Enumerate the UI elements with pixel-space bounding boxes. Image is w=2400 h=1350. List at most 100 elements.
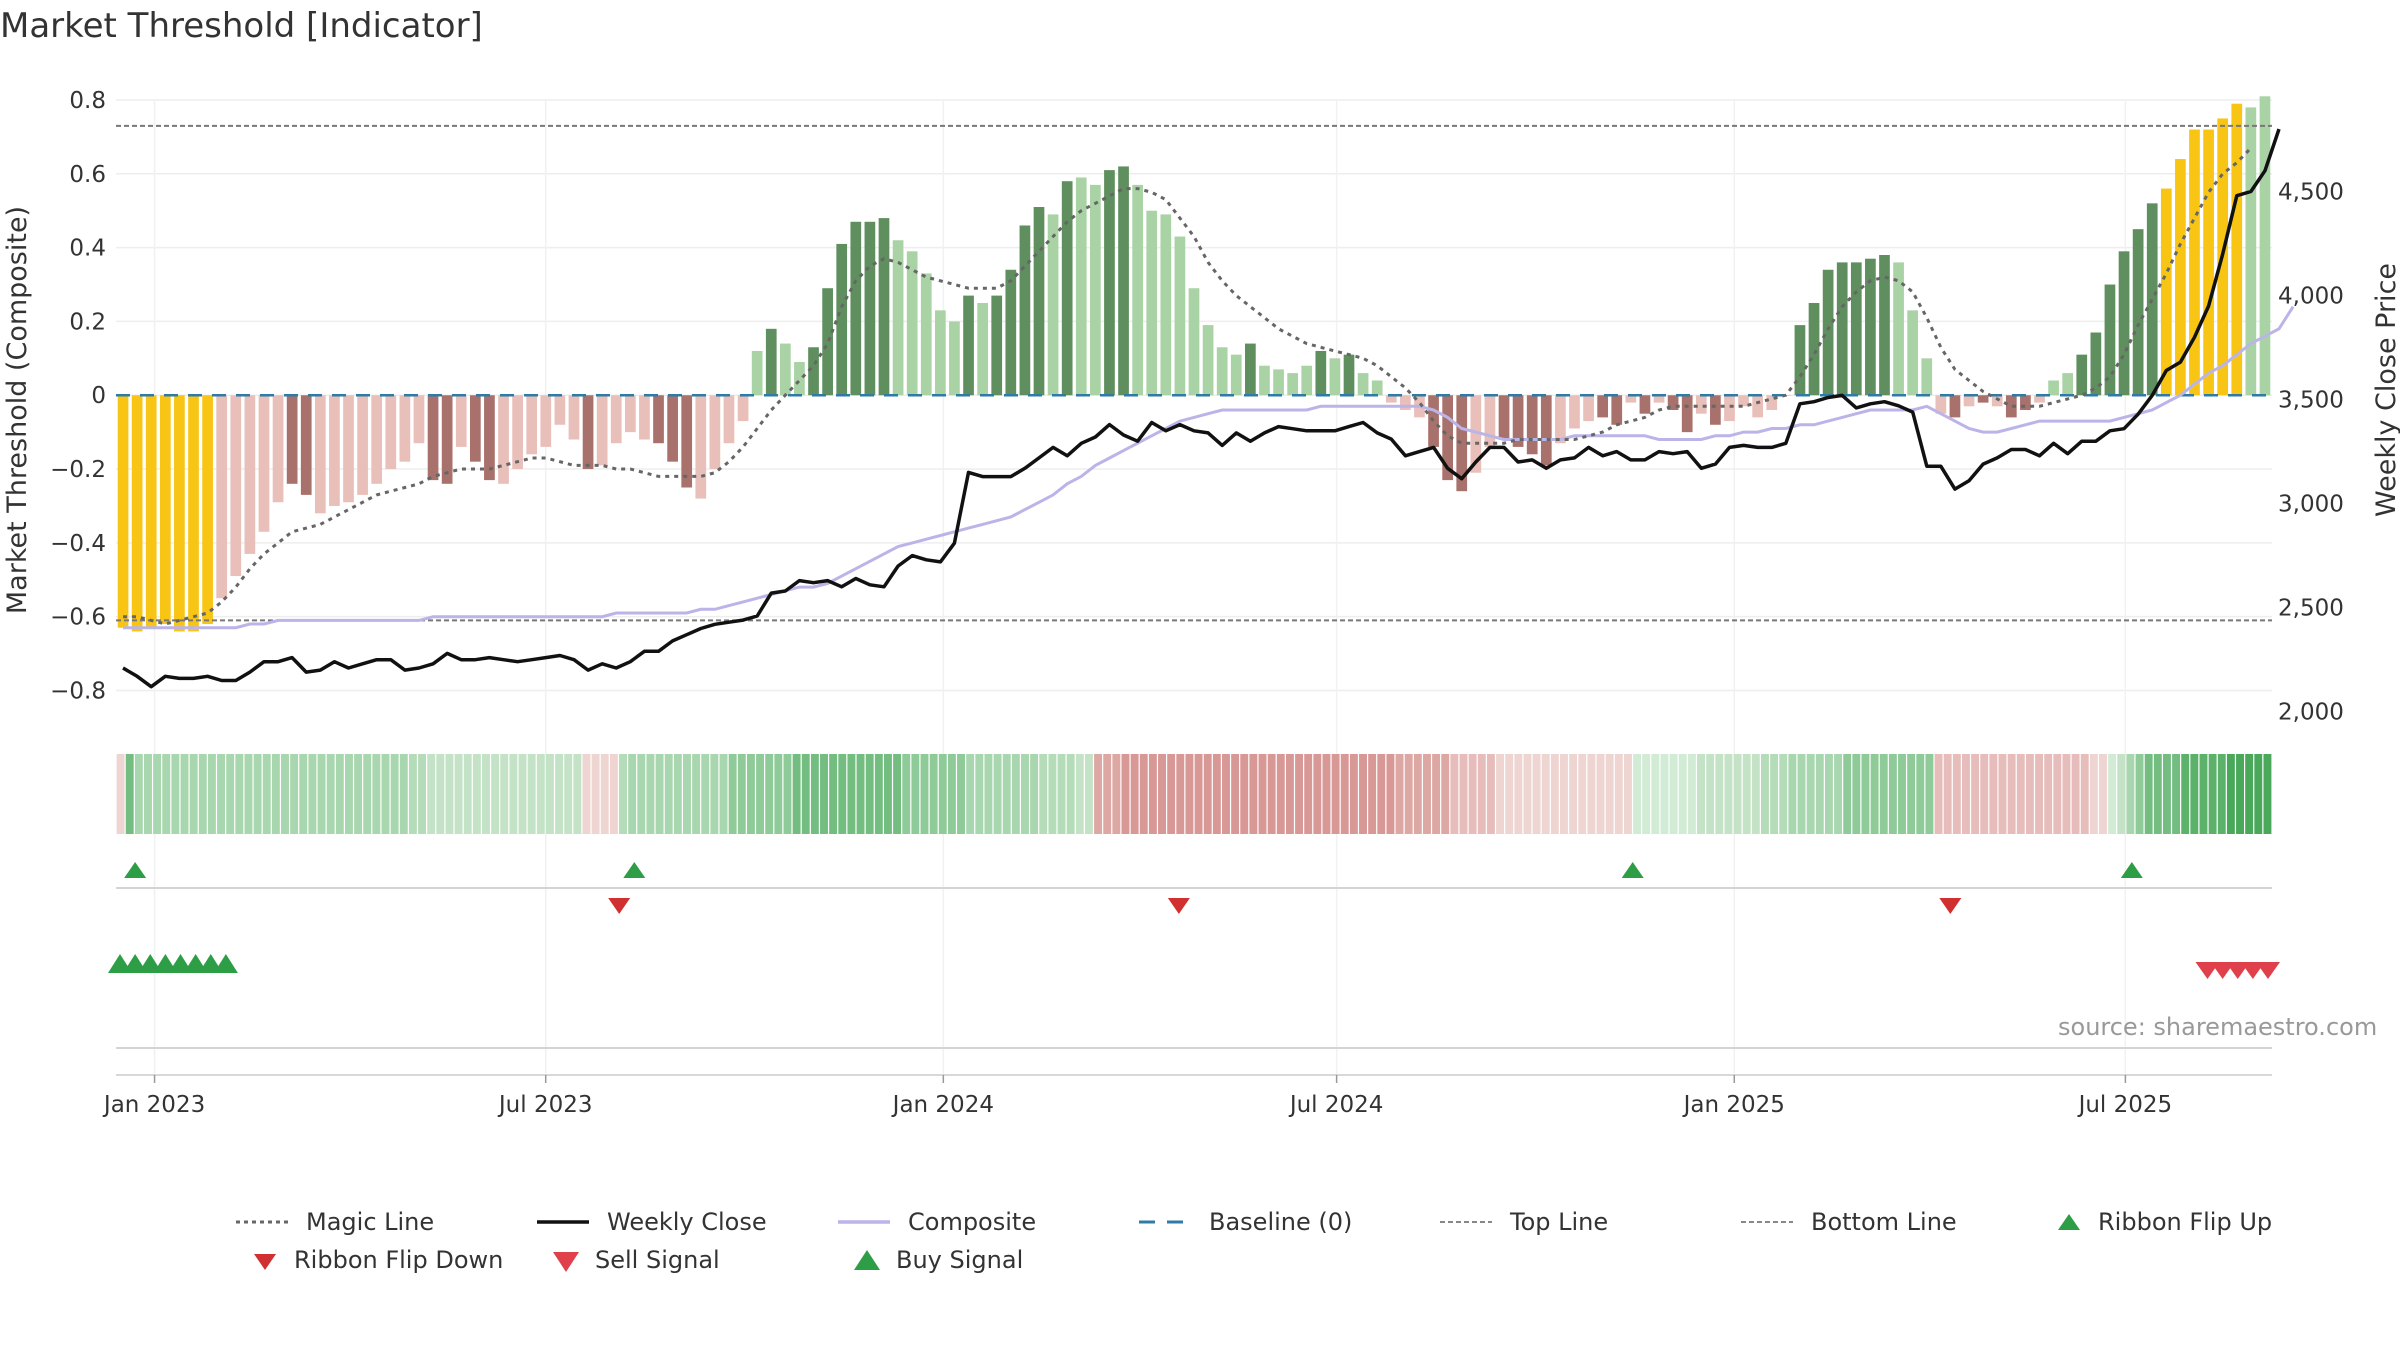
ribbon-cell <box>217 754 226 834</box>
threshold-bar <box>2062 373 2074 396</box>
legend-label-close: Weekly Close <box>607 1208 767 1236</box>
threshold-bar <box>1540 395 1552 466</box>
threshold-bar <box>639 395 650 440</box>
threshold-bar <box>653 395 664 444</box>
ribbon-cell <box>1742 754 1751 834</box>
ribbon-cell <box>472 754 481 834</box>
ribbon-cell <box>1916 754 1925 834</box>
triangle-down-icon <box>254 1254 276 1270</box>
ribbon-cell <box>271 754 280 834</box>
ribbon-cell <box>564 754 573 834</box>
ribbon-cell <box>1523 754 1532 834</box>
x-tick-label: Jan 2025 <box>1682 1092 1785 1118</box>
threshold-bar <box>864 221 876 396</box>
ribbon-cell <box>1587 754 1596 834</box>
threshold-bar <box>216 395 228 599</box>
sell-signal-marker <box>2256 962 2280 979</box>
x-tick-label: Jul 2025 <box>2077 1092 2173 1118</box>
ribbon-cell <box>1550 754 1559 834</box>
ribbon-cell <box>1413 754 1422 834</box>
triangle-up-icon <box>854 1250 880 1270</box>
ribbon-cell <box>1148 754 1157 834</box>
magic-line <box>123 146 2252 626</box>
threshold-bar <box>2090 332 2102 396</box>
ribbon-cell <box>2153 754 2162 834</box>
ribbon-cell <box>1176 754 1185 834</box>
threshold-bar <box>794 362 805 396</box>
legend-label-composite: Composite <box>908 1208 1037 1236</box>
threshold-bar <box>1963 395 1975 407</box>
ribbon-cell <box>2080 754 2089 834</box>
threshold-bar <box>1991 395 2003 407</box>
threshold-bar <box>1752 395 1764 418</box>
legend-item-baseline: Baseline (0) <box>1135 1208 1352 1236</box>
ribbon-cell <box>1788 754 1797 834</box>
ribbon-cell <box>1989 754 1998 834</box>
ribbon-cell <box>491 754 500 834</box>
ribbon-cell <box>1834 754 1843 834</box>
threshold-bar <box>371 395 383 484</box>
ribbon-cell <box>445 754 454 834</box>
threshold-bar <box>1456 395 1468 492</box>
threshold-bar <box>779 343 791 396</box>
threshold-bar <box>1808 302 1820 396</box>
ribbon-cell <box>463 754 472 834</box>
threshold-bar <box>737 395 749 422</box>
x-tick-label: Jan 2024 <box>891 1092 994 1118</box>
ribbon-cell <box>1761 754 1769 834</box>
ribbon-cell <box>1075 754 1084 834</box>
ribbon-cell <box>2108 754 2117 834</box>
threshold-bar <box>1202 325 1214 396</box>
ribbon-flip-down-marker <box>1939 898 1962 914</box>
ribbon-cell <box>1614 754 1623 834</box>
ribbon-cell <box>737 754 746 834</box>
ribbon-cell <box>1560 754 1568 834</box>
ribbon-flip-up-marker <box>623 862 646 878</box>
ribbon-cell <box>728 754 737 834</box>
ribbon-cell <box>2236 754 2244 834</box>
ribbon-cell <box>2226 754 2235 834</box>
legend: Magic Line Weekly Close Composite Baseli… <box>0 1200 2400 1290</box>
threshold-bar <box>2160 188 2172 396</box>
ribbon-cell <box>975 754 984 834</box>
ribbon-cell <box>1231 754 1240 834</box>
y-tick-label: −0.4 <box>50 531 106 557</box>
threshold-bar <box>1371 380 1383 396</box>
chart-title: Market Threshold [Indicator] <box>0 6 483 46</box>
ribbon-cell <box>957 754 966 834</box>
threshold-bar <box>2189 129 2200 396</box>
threshold-bar <box>1005 269 1017 396</box>
threshold-bar <box>1104 170 1115 396</box>
triangle-down-icon <box>553 1252 579 1272</box>
y-tick-label: 0 <box>91 383 106 409</box>
threshold-bar <box>427 395 439 481</box>
ribbon-cell <box>947 754 956 834</box>
ribbon-cell <box>1084 754 1093 834</box>
ribbon-cell <box>1806 754 1815 834</box>
composite-line <box>123 305 2295 630</box>
threshold-bar <box>1385 395 1397 403</box>
threshold-bar <box>2020 395 2031 410</box>
ribbon-cell <box>2035 754 2044 834</box>
ribbon-cell <box>1139 754 1148 834</box>
ribbon-cell <box>783 754 792 834</box>
ribbon-cell <box>1678 754 1687 834</box>
sell-signal-marker <box>2240 962 2265 979</box>
threshold-bar <box>512 395 523 470</box>
ribbon-cell <box>1861 754 1870 834</box>
threshold-bar <box>2175 159 2186 396</box>
ribbon-cell <box>1605 754 1614 834</box>
ribbon-cell <box>1623 754 1632 834</box>
ribbon-cell <box>883 754 892 834</box>
threshold-bar <box>1174 236 1186 396</box>
ribbon-cell <box>1404 754 1413 834</box>
ribbon-cell <box>1011 754 1020 834</box>
ribbon-cell <box>1212 754 1221 834</box>
ribbon-cell <box>1386 754 1395 834</box>
threshold-bar <box>1216 347 1228 396</box>
ribbon-cell <box>1715 754 1724 834</box>
ribbon-cell <box>418 754 427 834</box>
ribbon-cell <box>701 754 710 834</box>
x-tick-label: Jul 2024 <box>1288 1092 1384 1118</box>
threshold-bar <box>1343 354 1355 396</box>
